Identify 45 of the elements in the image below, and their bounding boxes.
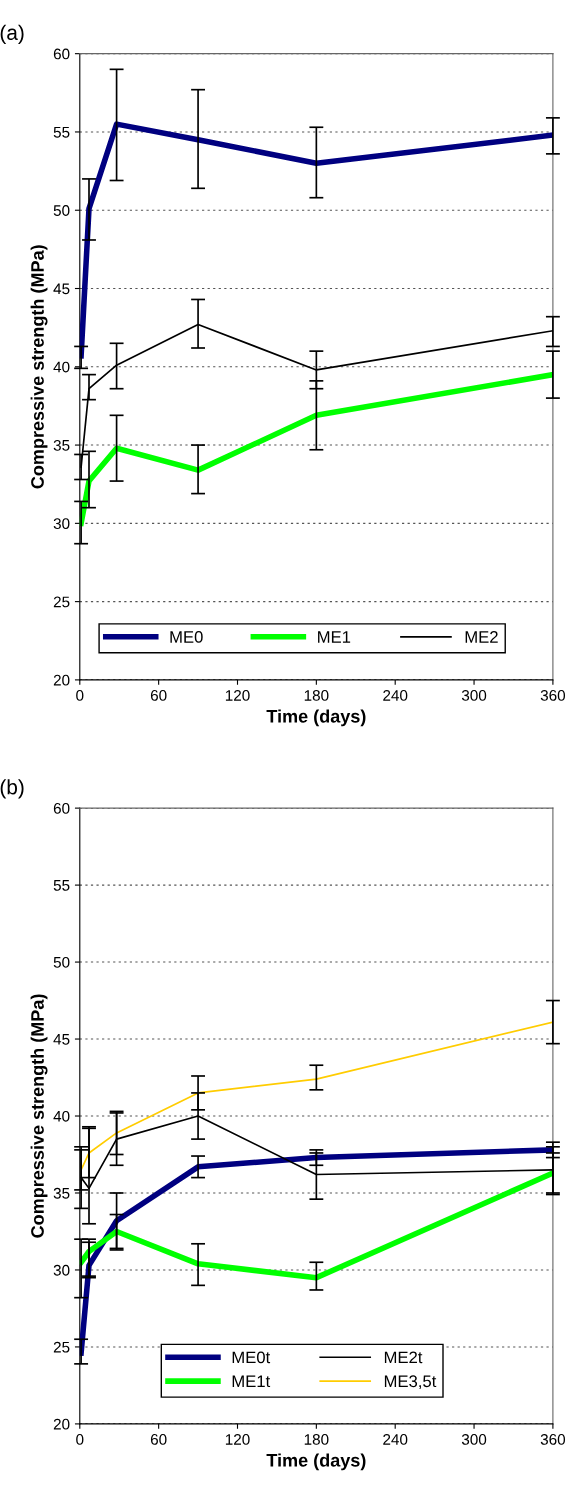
y-tick-label: 25 (53, 596, 70, 608)
x-tick-label: 240 (383, 1434, 408, 1445)
chart-title: (a) (0, 24, 24, 45)
y-tick-label: 20 (53, 1418, 70, 1430)
x-tick-label: 180 (304, 1434, 329, 1445)
y-tick-label: 30 (53, 1264, 70, 1276)
y-tick-label: 60 (53, 802, 70, 814)
x-tick-label: 300 (461, 690, 487, 701)
legend-label: ME2t (384, 1351, 423, 1364)
x-tick-label: 360 (540, 690, 566, 701)
y-tick-label: 35 (53, 439, 70, 451)
x-tick-label: 60 (150, 690, 167, 701)
x-tick-label: 240 (383, 690, 408, 701)
x-tick-label: 120 (225, 1434, 250, 1445)
x-axis-title: Time (days) (266, 709, 366, 727)
y-tick-label: 25 (53, 1341, 70, 1353)
legend-label: ME1t (232, 1375, 271, 1388)
x-tick-label: 120 (225, 690, 250, 701)
legend-label: ME3,5t (384, 1375, 437, 1390)
y-tick-label: 45 (53, 1034, 70, 1045)
legend-label: ME0 (170, 631, 203, 643)
y-tick-label: 55 (53, 880, 70, 891)
y-tick-label: 50 (53, 205, 70, 216)
x-tick-label: 0 (76, 1434, 84, 1445)
x-tick-label: 0 (76, 690, 84, 701)
y-tick-label: 20 (53, 674, 70, 686)
legend-label: ME2 (465, 631, 498, 643)
y-tick-label: 40 (53, 361, 70, 373)
y-axis-title: Compressive strength (MPa) (30, 245, 48, 489)
y-tick-label: 35 (53, 1187, 70, 1199)
y-tick-label: 45 (53, 283, 70, 295)
y-tick-label: 55 (53, 126, 70, 138)
x-tick-label: 300 (461, 1434, 487, 1445)
y-axis-title: Compressive strength (MPa) (30, 994, 48, 1238)
chart-title: (b) (0, 779, 24, 799)
y-tick-label: 30 (53, 518, 70, 530)
x-tick-label: 60 (150, 1434, 167, 1445)
x-tick-label: 360 (540, 1434, 566, 1445)
x-axis-title: Time (days) (266, 1453, 366, 1471)
y-tick-label: 50 (53, 956, 70, 968)
y-tick-label: 60 (53, 48, 70, 60)
legend-label: ME0t (232, 1351, 271, 1364)
x-tick-label: 180 (304, 690, 329, 701)
y-tick-label: 40 (53, 1110, 70, 1122)
legend-label: ME1 (318, 631, 351, 643)
